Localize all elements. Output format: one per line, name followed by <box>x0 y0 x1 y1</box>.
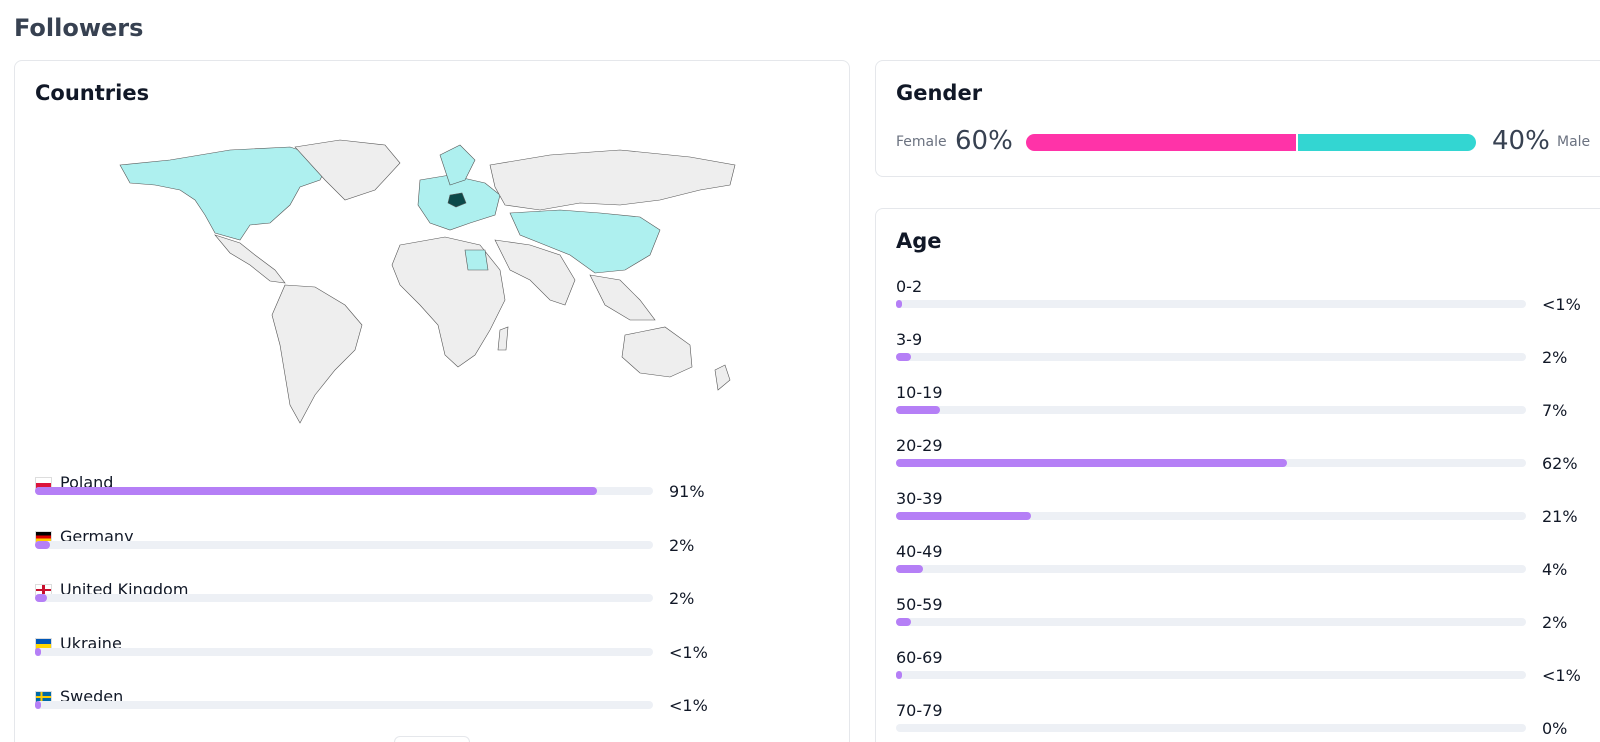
map-region-southeast-asia <box>589 274 656 321</box>
country-value: 91% <box>669 482 705 501</box>
countries-title: Countries <box>35 81 150 105</box>
country-bar-track <box>35 647 653 656</box>
map-region-scandinavia <box>439 144 476 186</box>
male-percent: 40% <box>1492 126 1550 156</box>
map-region-north-america <box>119 146 331 241</box>
age-bar-fill <box>896 459 1287 467</box>
age-value: <1% <box>1542 295 1581 314</box>
age-label: 40-49 <box>896 542 943 561</box>
gender-card: Gender <box>875 60 1600 177</box>
country-value: 2% <box>669 535 695 555</box>
age-bar-fill <box>896 300 902 308</box>
female-label: Female <box>896 134 947 150</box>
show-more-button[interactable] <box>394 736 470 742</box>
age-bar-track <box>896 512 1526 520</box>
country-value: <1% <box>669 696 708 715</box>
map-region-new-zealand <box>714 364 731 391</box>
age-label: 60-69 <box>896 648 943 667</box>
gender-title: Gender <box>896 81 983 105</box>
age-value: 0% <box>1542 719 1568 738</box>
country-value: 2% <box>669 589 695 608</box>
country-bar-fill <box>35 540 50 549</box>
age-value: 2% <box>1542 613 1568 632</box>
age-bar-track <box>896 671 1526 679</box>
age-value: 62% <box>1542 454 1578 473</box>
age-bar-fill <box>896 671 902 679</box>
age-label: 50-59 <box>896 595 943 614</box>
map-region-africa <box>391 236 506 368</box>
world-map[interactable] <box>100 105 750 435</box>
map-region-south-america <box>271 284 363 424</box>
map-region-australia <box>621 326 693 378</box>
map-region-central-america <box>214 234 286 284</box>
country-bar-track <box>35 487 653 495</box>
age-value: 2% <box>1542 348 1568 367</box>
age-value: 7% <box>1542 401 1568 420</box>
age-bar-fill <box>896 353 912 361</box>
age-label: 3-9 <box>896 330 923 349</box>
age-title: Age <box>896 229 942 253</box>
country-bar-fill <box>35 594 48 602</box>
country-bar-track <box>35 540 653 549</box>
age-label: 20-29 <box>896 436 943 455</box>
age-label: 30-39 <box>896 489 943 508</box>
page-title: Followers <box>14 14 144 42</box>
map-region-greenland <box>294 139 401 201</box>
age-bar-track <box>896 353 1526 361</box>
age-bar-fill <box>896 406 941 414</box>
age-bar-fill <box>896 512 1032 520</box>
age-value: 4% <box>1542 560 1568 579</box>
age-card: Age <box>875 208 1600 742</box>
age-value: <1% <box>1542 666 1581 685</box>
map-region-south-asia <box>494 239 576 306</box>
gender-bar-divider <box>1296 134 1298 151</box>
map-region-asia <box>509 209 661 274</box>
female-percent: 60% <box>955 126 1013 156</box>
age-bar-track <box>896 618 1526 626</box>
age-bar-track <box>896 565 1526 573</box>
age-bar-fill <box>896 618 912 626</box>
map-region-poland <box>447 192 467 208</box>
male-label: Male <box>1557 134 1591 150</box>
country-bar-track <box>35 594 653 602</box>
gender-bar <box>1026 134 1476 151</box>
age-bar-fill <box>896 565 924 573</box>
age-value: 21% <box>1542 507 1578 526</box>
age-label: 70-79 <box>896 701 943 720</box>
country-bar-fill <box>35 487 598 495</box>
map-region-egypt <box>464 249 489 271</box>
age-bar-track <box>896 300 1526 308</box>
country-bar-fill <box>35 701 41 709</box>
age-bar-track <box>896 459 1526 467</box>
age-label: 0-2 <box>896 277 923 296</box>
gender-bar-male <box>1298 134 1476 151</box>
age-label: 10-19 <box>896 383 943 402</box>
country-bar-track <box>35 701 653 709</box>
age-bar-track <box>896 724 1526 732</box>
map-region-madagascar <box>497 326 509 351</box>
country-bar-fill <box>35 647 41 656</box>
country-value: <1% <box>669 642 708 662</box>
age-bar-track <box>896 406 1526 414</box>
gender-bar-female <box>1026 134 1296 151</box>
map-region-russia <box>489 149 736 211</box>
